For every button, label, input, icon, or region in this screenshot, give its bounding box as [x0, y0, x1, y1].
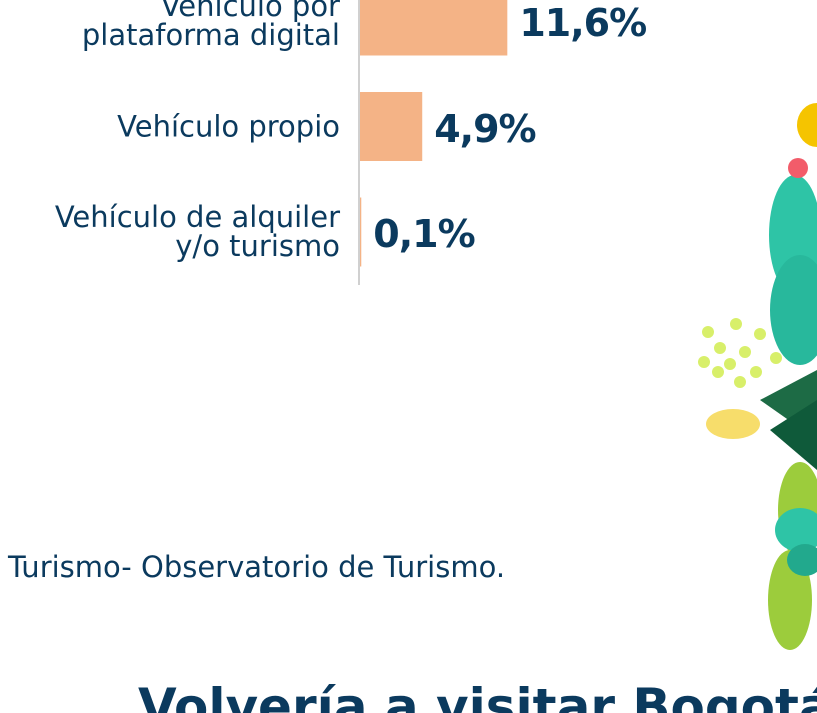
- chart: [0, 0, 817, 713]
- category-label: Vehículo de alquiler y/o turismo: [55, 203, 340, 261]
- value-label: 4,9%: [434, 107, 535, 151]
- bar: [360, 0, 507, 56]
- bar: [360, 198, 361, 267]
- value-label: 11,6%: [519, 1, 646, 45]
- bar: [360, 92, 422, 161]
- category-label: Vehículo por plataforma digital: [82, 0, 340, 50]
- source-note: Turismo- Observatorio de Turismo.: [8, 550, 505, 584]
- section-heading: Volvería a visitar Bogotá: [138, 678, 817, 713]
- category-label: Vehículo propio: [117, 112, 340, 141]
- infographic: Turismo- Observatorio de Turismo. Volver…: [0, 0, 817, 713]
- decoration: [698, 103, 817, 650]
- value-label: 0,1%: [373, 212, 474, 256]
